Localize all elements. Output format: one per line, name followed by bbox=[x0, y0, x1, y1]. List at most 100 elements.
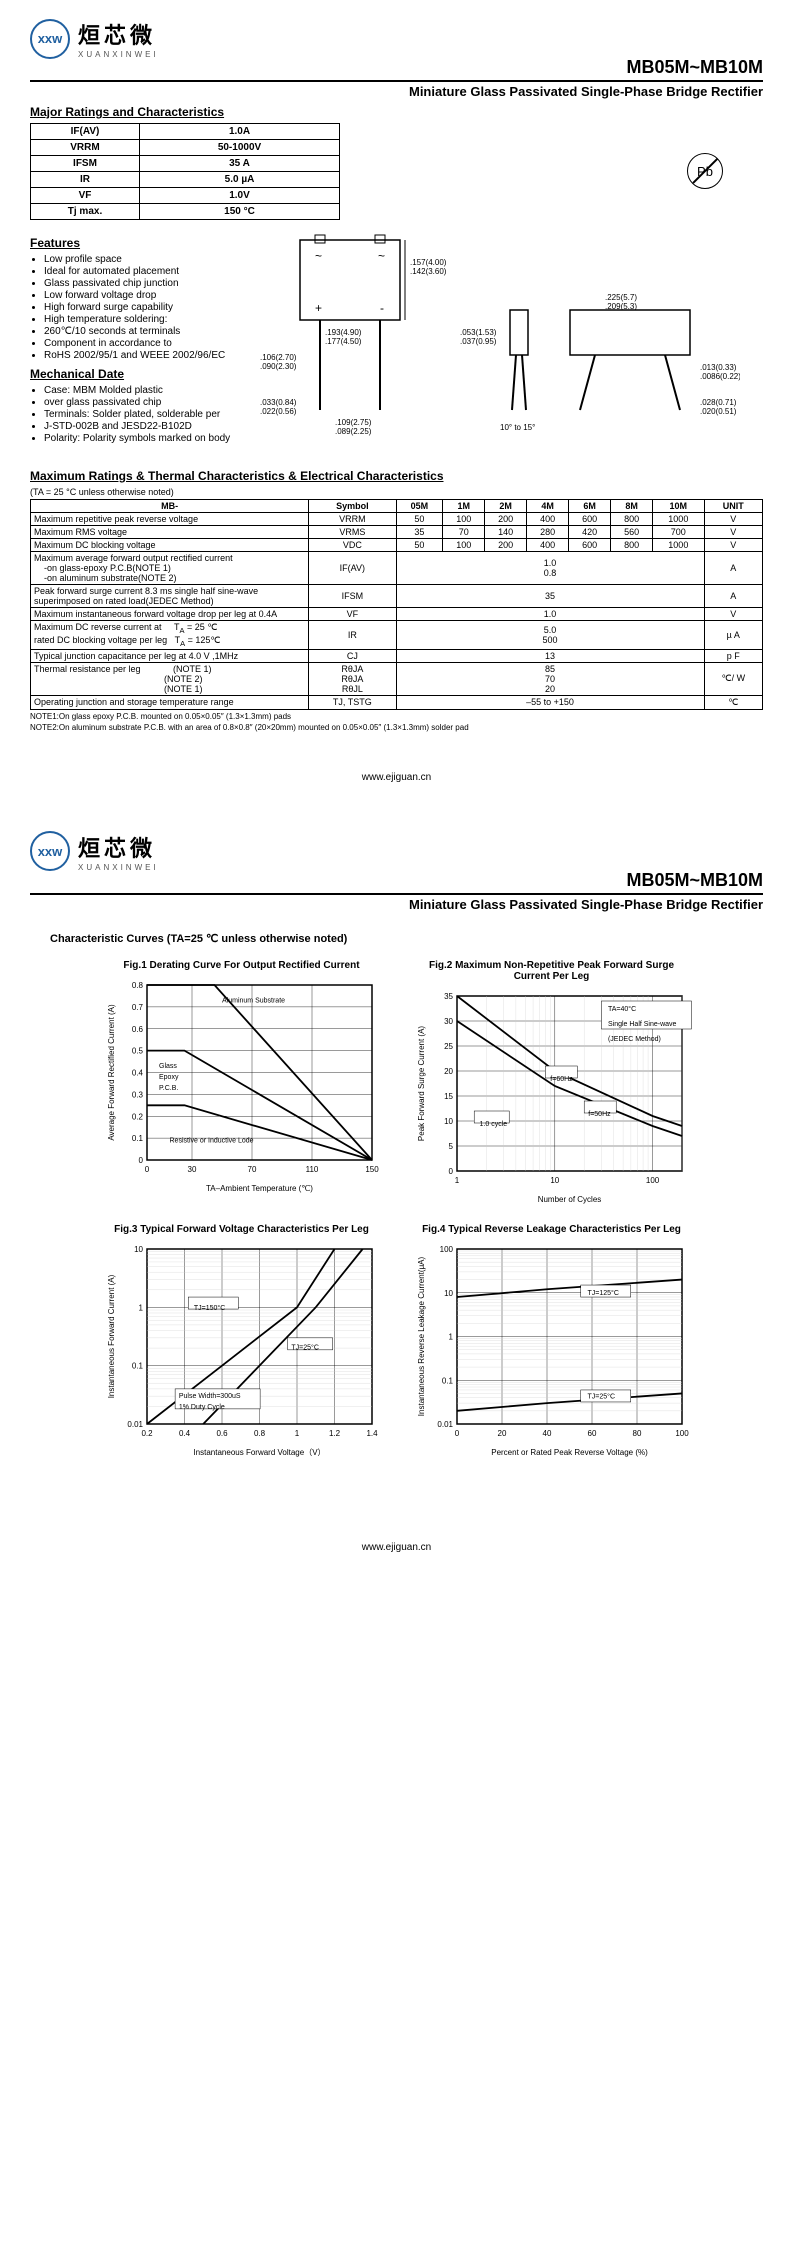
table-header: MB- bbox=[31, 500, 309, 513]
svg-text:1.0 cycle: 1.0 cycle bbox=[479, 1121, 507, 1128]
table-header: 2M bbox=[485, 500, 527, 513]
table-cell: V bbox=[704, 608, 762, 621]
svg-text:.142(3.60): .142(3.60) bbox=[410, 267, 447, 276]
table-notes: NOTE1:On glass epoxy P.C.B. mounted on 0… bbox=[30, 712, 763, 732]
table-cell: Maximum DC blocking voltage bbox=[31, 539, 309, 552]
svg-text:TA–Ambient Temperature (℃): TA–Ambient Temperature (℃) bbox=[206, 1184, 313, 1193]
svg-text:.157(4.00): .157(4.00) bbox=[410, 258, 447, 267]
svg-text:Glass: Glass bbox=[159, 1063, 177, 1070]
table-header: 1M bbox=[443, 500, 485, 513]
table-cell: VRMS bbox=[309, 526, 396, 539]
svg-text:35: 35 bbox=[444, 992, 453, 1001]
svg-text:TJ=125°C: TJ=125°C bbox=[587, 1288, 618, 1296]
svg-text:.109(2.75): .109(2.75) bbox=[335, 418, 372, 427]
chart-title: Fig.3 Typical Forward Voltage Characteri… bbox=[102, 1224, 382, 1235]
svg-text:10: 10 bbox=[134, 1245, 143, 1254]
chart-fig4: Fig.4 Typical Reverse Leakage Characteri… bbox=[412, 1224, 692, 1462]
table-cell: IR bbox=[309, 621, 396, 650]
svg-text:f=50Hz: f=50Hz bbox=[588, 1111, 611, 1118]
list-item: Component in accordance to bbox=[44, 338, 250, 349]
table-cell: 1.0 bbox=[396, 608, 704, 621]
table-cell: 600 bbox=[569, 513, 611, 526]
mechanical-list: Case: MBM Molded plasticover glass passi… bbox=[30, 385, 250, 444]
svg-text:.106(2.70): .106(2.70) bbox=[260, 353, 297, 362]
svg-text:0.8: 0.8 bbox=[131, 981, 143, 990]
logo-icon: xxw bbox=[30, 831, 70, 871]
ratings-value: 50-1000V bbox=[140, 140, 340, 156]
ratings-table: IF(AV)1.0AVRRM50-1000VIFSM35 AIR5.0 µAVF… bbox=[30, 123, 340, 220]
list-item: Low forward voltage drop bbox=[44, 290, 250, 301]
characteristics-table: MB-Symbol05M1M2M4M6M8M10MUNITMaximum rep… bbox=[30, 499, 763, 710]
list-item: over glass passivated chip bbox=[44, 397, 250, 408]
svg-text:15: 15 bbox=[444, 1092, 453, 1101]
chart-title: Fig.2 Maximum Non-Repetitive Peak Forwar… bbox=[412, 960, 692, 982]
svg-text:0.3: 0.3 bbox=[131, 1090, 143, 1099]
table-cell: Operating junction and storage temperatu… bbox=[31, 695, 309, 709]
table-cell: 1000 bbox=[653, 513, 705, 526]
table-cell: 200 bbox=[485, 539, 527, 552]
table-cell: 1000 bbox=[653, 539, 705, 552]
svg-text:Instantaneous Forward Voltage（: Instantaneous Forward Voltage（V） bbox=[193, 1448, 325, 1457]
svg-text:0.1: 0.1 bbox=[131, 1361, 143, 1370]
table-cell: Maximum repetitive peak reverse voltage bbox=[31, 513, 309, 526]
svg-text:100: 100 bbox=[675, 1429, 689, 1438]
table-cell: CJ bbox=[309, 649, 396, 662]
brand-en: XUANXINWEI bbox=[78, 50, 159, 59]
ratings-heading: Major Ratings and Characteristics bbox=[30, 105, 763, 119]
list-item: J-STD-002B and JESD22-B102D bbox=[44, 421, 250, 432]
svg-text:0.2: 0.2 bbox=[131, 1112, 143, 1121]
table-cell: Maximum instantaneous forward voltage dr… bbox=[31, 608, 309, 621]
curves-heading: Characteristic Curves (TA=25 ℃ unless ot… bbox=[50, 932, 763, 945]
table-cell: IFSM bbox=[309, 585, 396, 608]
svg-text:.177(4.50): .177(4.50) bbox=[325, 337, 362, 346]
part-number: MB05M~MB10M bbox=[30, 57, 763, 82]
svg-text:0.5: 0.5 bbox=[131, 1046, 143, 1055]
table-cell: 800 bbox=[611, 513, 653, 526]
svg-text:.090(2.30): .090(2.30) bbox=[260, 362, 297, 371]
svg-text:+: + bbox=[315, 301, 322, 315]
table-cell: 400 bbox=[527, 513, 569, 526]
svg-text:TA=40°C: TA=40°C bbox=[607, 1005, 635, 1013]
svg-text:1: 1 bbox=[138, 1303, 143, 1312]
svg-text:Pulse Width=300uS: Pulse Width=300uS bbox=[178, 1393, 240, 1400]
table-cell: RθJARθJARθJL bbox=[309, 662, 396, 695]
svg-text:110: 110 bbox=[305, 1165, 318, 1174]
svg-text:1: 1 bbox=[294, 1429, 299, 1438]
svg-text:TJ=25°C: TJ=25°C bbox=[291, 1343, 319, 1351]
table-cell: 200 bbox=[485, 513, 527, 526]
table-header: 4M bbox=[527, 500, 569, 513]
ratings-value: 150 °C bbox=[140, 204, 340, 220]
svg-text:0: 0 bbox=[138, 1156, 143, 1165]
svg-text:20: 20 bbox=[444, 1067, 453, 1076]
table-cell: Maximum average forward output rectified… bbox=[31, 552, 309, 585]
table-cell: 35 bbox=[396, 585, 704, 608]
svg-text:1: 1 bbox=[454, 1176, 459, 1185]
features-heading: Features bbox=[30, 236, 250, 250]
svg-text:10: 10 bbox=[444, 1288, 453, 1297]
table-cell: 70 bbox=[443, 526, 485, 539]
list-item: Case: MBM Molded plastic bbox=[44, 385, 250, 396]
subtitle: Miniature Glass Passivated Single-Phase … bbox=[30, 897, 763, 912]
ratings-param: IF(AV) bbox=[31, 124, 140, 140]
svg-text:100: 100 bbox=[439, 1245, 453, 1254]
pb-free-icon: Pb bbox=[687, 153, 723, 189]
list-item: RoHS 2002/95/1 and WEEE 2002/96/EC bbox=[44, 350, 250, 361]
table-cell: A bbox=[704, 585, 762, 608]
table-header: UNIT bbox=[704, 500, 762, 513]
list-item: Low profile space bbox=[44, 254, 250, 265]
table-header: Symbol bbox=[309, 500, 396, 513]
table-cell: 700 bbox=[653, 526, 705, 539]
svg-text:f=60Hz: f=60Hz bbox=[550, 1076, 573, 1083]
svg-text:.193(4.90): .193(4.90) bbox=[325, 328, 362, 337]
svg-text:1: 1 bbox=[448, 1332, 453, 1341]
table-cell: p F bbox=[704, 649, 762, 662]
table-cell: 100 bbox=[443, 513, 485, 526]
table-cell: 50 bbox=[396, 539, 443, 552]
part-number: MB05M~MB10M bbox=[30, 870, 763, 895]
table-cell: IF(AV) bbox=[309, 552, 396, 585]
svg-text:100: 100 bbox=[645, 1176, 659, 1185]
svg-text:0.7: 0.7 bbox=[131, 1002, 143, 1011]
svg-text:.013(0.33): .013(0.33) bbox=[700, 363, 737, 372]
svg-text:-: - bbox=[380, 301, 384, 315]
package-diagram: ~~+-.157(4.00).142(3.60).193(4.90).177(4… bbox=[260, 230, 763, 463]
